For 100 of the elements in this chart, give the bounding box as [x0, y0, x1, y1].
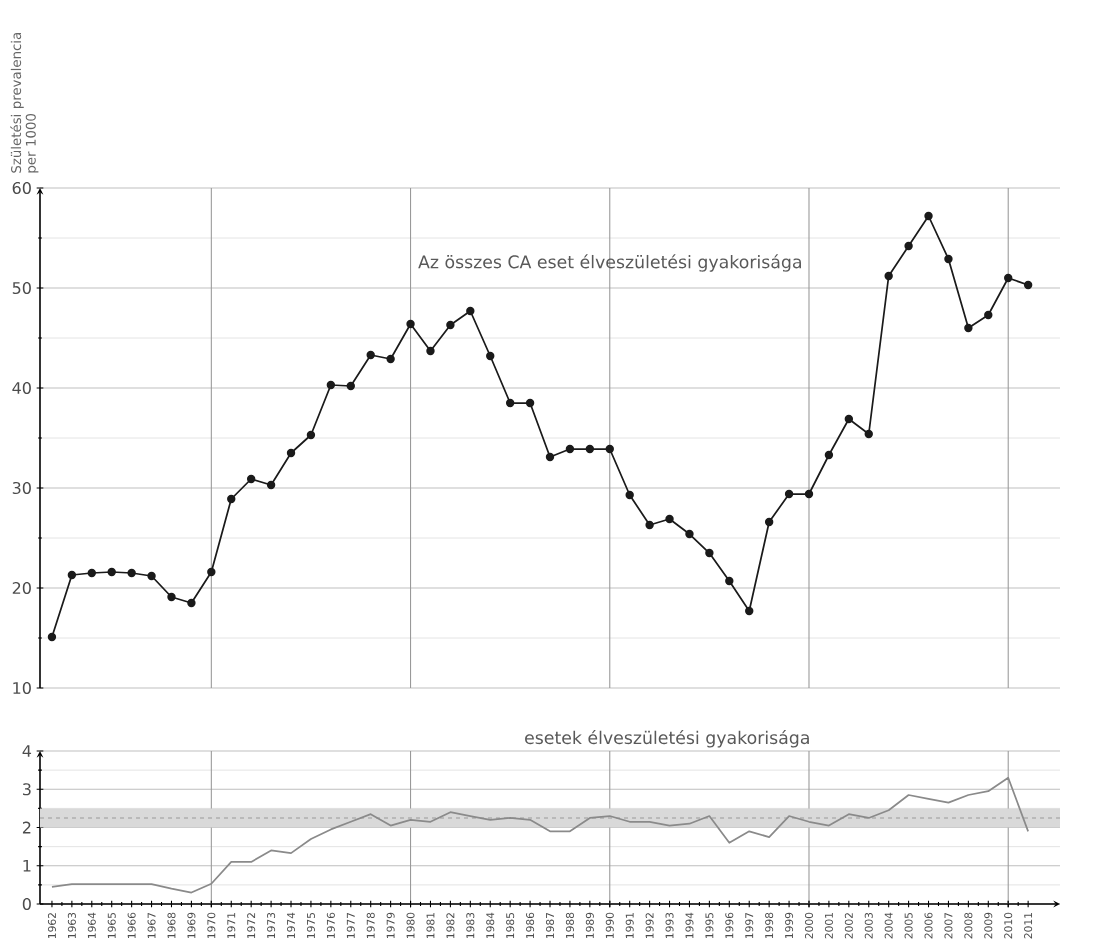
- x-tick-label: 1968: [167, 912, 176, 939]
- x-tick-label: 2006: [924, 912, 933, 939]
- x-tick-label: 1969: [187, 912, 196, 939]
- point: [625, 490, 634, 500]
- point: [904, 241, 913, 251]
- point: [705, 548, 714, 558]
- point: [764, 517, 774, 527]
- x-tick-label: 1983: [466, 912, 475, 939]
- point: [246, 474, 256, 484]
- x-tick-label: 2005: [904, 912, 913, 939]
- x-tick-label: 1997: [745, 912, 754, 939]
- y-axis-title: Születési prevalencia per 1000: [10, 32, 39, 173]
- x-tick-label: 1982: [446, 913, 455, 939]
- x-tick-label: 1965: [107, 912, 116, 939]
- x-tick-label: 1964: [87, 912, 96, 939]
- x-tick-label: 2007: [944, 912, 953, 939]
- x-tick-label: 1998: [765, 912, 774, 939]
- x-tick-label: 2011: [1024, 913, 1033, 939]
- point: [745, 606, 754, 616]
- point: [545, 452, 555, 462]
- x-tick-label: 2002: [844, 913, 853, 939]
- x-tick-label: 2004: [884, 912, 893, 939]
- x-tick-label: 2008: [964, 912, 973, 939]
- point: [147, 571, 156, 581]
- x-tick-label: 1995: [705, 912, 714, 939]
- x-tick-label: 1973: [267, 912, 276, 939]
- x-tick-label: 1976: [326, 912, 335, 939]
- x-tick-label: 1966: [127, 912, 136, 939]
- x-tick-label: 2009: [984, 912, 993, 939]
- point: [326, 380, 336, 390]
- x-tick-label: 1987: [545, 912, 555, 939]
- point: [804, 489, 814, 499]
- point: [286, 448, 296, 458]
- point: [266, 480, 276, 490]
- y-tick-label: 3: [22, 783, 31, 796]
- x-tick-label: 1980: [406, 912, 415, 939]
- point: [406, 319, 415, 329]
- y-tick-label: 1: [23, 859, 31, 872]
- point: [47, 632, 57, 642]
- point: [984, 310, 993, 320]
- x-tick-label: 1988: [565, 912, 574, 939]
- point: [505, 398, 515, 408]
- point: [884, 271, 893, 281]
- y-tick-label: 60: [12, 181, 31, 195]
- x-tick-label: 1974: [286, 912, 296, 939]
- x-tick-label: 1975: [306, 912, 315, 939]
- point: [466, 306, 475, 316]
- point: [486, 351, 495, 361]
- x-tick-label: 1967: [147, 912, 156, 939]
- point: [187, 598, 196, 608]
- point: [207, 567, 216, 577]
- point: [167, 592, 176, 602]
- x-tick-label: 1978: [366, 912, 375, 939]
- x-tick-label: 1972: [247, 913, 256, 939]
- x-tick-label: 1970: [207, 912, 216, 939]
- x-tick-label: 1996: [725, 912, 734, 939]
- x-tick-label: 1992: [645, 913, 654, 939]
- point: [426, 346, 435, 356]
- point: [525, 398, 535, 408]
- x-tick-label: 2010: [1004, 912, 1013, 939]
- point: [924, 211, 933, 221]
- point: [227, 494, 236, 504]
- text: esetek élveszületési gyakorisága: [525, 730, 809, 748]
- point: [1023, 280, 1033, 290]
- point: [844, 414, 854, 424]
- y-tick-label: 2: [22, 821, 31, 834]
- point: [944, 254, 953, 264]
- y-tick-label: 40: [12, 381, 31, 395]
- x-tick-label: 1981: [426, 913, 435, 939]
- y-tick-label: 4: [22, 745, 32, 757]
- x-tick-label: 1990: [605, 912, 614, 939]
- point: [605, 444, 614, 454]
- point: [127, 568, 136, 578]
- x-tick-label: 2000: [804, 912, 814, 939]
- x-tick-label: 1962: [47, 913, 56, 939]
- point: [964, 323, 973, 333]
- point: [366, 350, 375, 360]
- x-tick-label: 1984: [486, 912, 495, 939]
- point: [585, 444, 595, 454]
- point: [87, 568, 96, 578]
- point: [67, 570, 77, 580]
- y-tick-label: 20: [12, 581, 31, 595]
- y-tick-label: 10: [13, 681, 31, 695]
- annotation: Az összes CA eset élveszületési gyakorisága: [418, 254, 801, 272]
- x-tick-label: 1971: [227, 913, 236, 939]
- point: [784, 489, 794, 499]
- x-tick-label: 2003: [864, 912, 873, 939]
- point: [1004, 273, 1013, 283]
- x-tick-label: 1963: [67, 912, 76, 939]
- point: [725, 576, 734, 586]
- y-tick-label: 30: [12, 481, 31, 495]
- x-tick-label: 1985: [506, 912, 515, 939]
- point: [665, 514, 674, 524]
- x-tick-label: 1991: [625, 913, 634, 939]
- x-tick-label: 1986: [526, 912, 535, 939]
- x-tick-label: 2001: [824, 913, 833, 939]
- y-tick-label: 50: [12, 281, 31, 295]
- x-tick-label: 1999: [785, 912, 794, 939]
- point: [306, 430, 316, 440]
- x-tick-label: 1979: [386, 912, 395, 939]
